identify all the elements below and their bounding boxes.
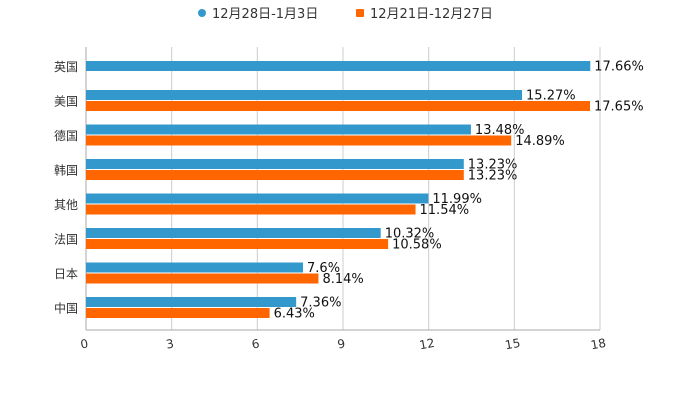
category-label: 韩国 [54, 163, 78, 178]
x-tick-label: 6 [251, 337, 261, 352]
category-label: 中国 [54, 301, 78, 316]
category-label: 德国 [54, 128, 78, 143]
x-tick-label: 9 [336, 337, 346, 352]
value-label-series-1: 17.66% [594, 60, 644, 75]
bar-series-2[interactable] [86, 273, 319, 284]
bar-series-1[interactable] [86, 262, 304, 273]
bar-series-1[interactable] [86, 124, 471, 135]
legend-label-series-1: 12月28日-1月3日 [212, 7, 318, 22]
value-label-series-2: 10.58% [392, 238, 442, 253]
value-label-series-2: 13.23% [468, 169, 518, 184]
value-label-series-1: 7.36% [300, 296, 341, 311]
legend-item-series-2[interactable]: 12月21日-12月27日 [356, 7, 493, 22]
bar-series-2[interactable] [86, 135, 512, 146]
bar-series-1[interactable] [86, 90, 523, 100]
bar-series-1[interactable] [86, 159, 464, 169]
bar-series-1[interactable] [86, 61, 591, 71]
category-label: 美国 [54, 95, 78, 109]
value-label-series-2: 14.89% [515, 134, 565, 149]
x-tick-label: 0 [79, 337, 89, 352]
category-label: 法国 [54, 233, 78, 247]
value-label-series-1: 15.27% [526, 89, 576, 104]
bar-series-2[interactable] [86, 308, 270, 318]
value-label-series-1: 13.23% [468, 158, 518, 173]
bar-series-2[interactable] [86, 239, 389, 249]
x-tick-label: 15 [504, 336, 521, 352]
value-label-series-2: 11.54% [420, 203, 470, 218]
value-label-series-1: 10.32% [385, 227, 435, 242]
legend-item-series-1[interactable]: 12月28日-1月3日 [198, 7, 318, 22]
category-label: 其他 [54, 198, 78, 212]
bars [86, 61, 591, 318]
category-label: 英国 [54, 60, 78, 74]
bar-series-2[interactable] [86, 101, 591, 111]
x-tick-label: 18 [590, 336, 607, 352]
legend: 12月28日-1月3日 12月21日-12月27日 [198, 7, 493, 22]
value-label-series-1: 11.99% [432, 192, 482, 207]
x-tick-labels: 0 3 6 9 12 15 18 [79, 336, 607, 352]
x-tick-label: 12 [418, 336, 435, 352]
legend-label-series-2: 12月21日-12月27日 [370, 7, 493, 22]
bar-series-1[interactable] [86, 193, 429, 204]
x-tick-label: 3 [165, 337, 175, 352]
value-label-series-2: 6.43% [274, 307, 315, 322]
value-label-series-2: 17.65% [594, 100, 644, 115]
value-labels: 17.66% 15.27% 17.65% 13.48%14.89% 13.23%13.2… [274, 60, 644, 322]
legend-marker-series-1 [198, 9, 206, 17]
category-label: 日本 [54, 267, 78, 281]
value-label-series-1: 7.6% [307, 261, 340, 276]
value-label-series-1: 13.48% [475, 123, 525, 138]
bar-series-1[interactable] [86, 297, 297, 307]
bar-series-1[interactable] [86, 228, 381, 238]
value-label-series-2: 8.14% [322, 272, 363, 287]
bar-series-2[interactable] [86, 170, 464, 180]
bar-series-2[interactable] [86, 204, 416, 215]
legend-marker-series-2 [356, 9, 364, 17]
